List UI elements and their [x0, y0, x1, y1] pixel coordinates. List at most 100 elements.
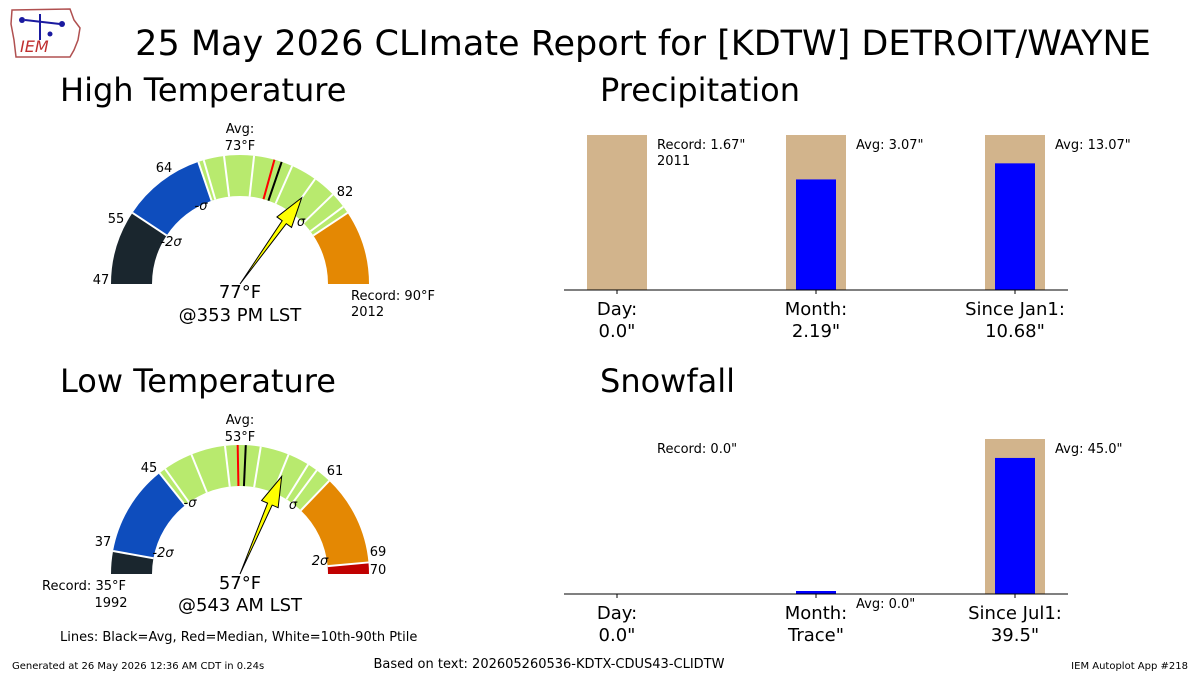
high-gauge-segment-3 — [313, 212, 369, 284]
low-gauge-avg-line — [242, 445, 247, 487]
high-sigma-m1: -σ — [195, 199, 209, 214]
low-sigma-p2: 2σ — [312, 554, 329, 569]
low-tick-70: 70 — [370, 563, 387, 578]
low-gauge-ptile-line-2 — [223, 445, 231, 487]
high-tick-55: 55 — [108, 212, 125, 227]
low-gauge-sigma-line-3 — [327, 561, 369, 568]
low-sigma-m2: -2σ — [152, 546, 174, 561]
snow-bg-label-1: Avg: 0.0" — [856, 597, 915, 612]
precip-value-0: 0.0" — [599, 321, 636, 342]
high-sigma-p1: σ — [297, 215, 306, 230]
low-gauge-ptile-line-0 — [164, 468, 190, 503]
precip-bg-sublabel-0: 2011 — [657, 154, 690, 169]
high-observed-value: 77°F — [219, 282, 261, 303]
low-sigma-m1: -σ — [184, 496, 198, 511]
high-gauge-avg-line — [267, 161, 283, 202]
snow-value-0: 0.0" — [599, 625, 636, 646]
low-tick-45: 45 — [141, 461, 158, 476]
high-temp-gauge: 47 55 64 82 -2σ -σ σ Avg: 73°F Record: 9… — [93, 122, 435, 326]
low-observed-value: 57°F — [219, 573, 261, 594]
low-gauge-needle — [239, 474, 283, 575]
lines-legend: Lines: Black=Avg, Red=Median, White=10th… — [60, 630, 417, 645]
logo-text: IEM — [20, 37, 49, 56]
snow-value-1: Trace" — [787, 625, 844, 646]
precip-obs-bar-1 — [796, 179, 836, 290]
high-gauge-sigma-line-1 — [197, 161, 213, 202]
precip-category-2: Since Jan1: — [965, 299, 1065, 320]
low-gauge-segment-1 — [113, 473, 186, 559]
high-gauge-median-line — [262, 159, 276, 200]
snow-category-2: Since Jul1: — [968, 603, 1062, 624]
precip-value-2: 10.68" — [985, 321, 1045, 342]
high-gauge-lines — [131, 155, 349, 237]
low-gauge-ptile-line-1 — [190, 454, 208, 493]
snow-bg-label-0: Record: 0.0" — [657, 442, 737, 457]
high-gauge-ptile-line-5 — [302, 193, 334, 224]
footer-generated: Generated at 26 May 2026 12:36 AM CDT in… — [12, 661, 264, 672]
low-avg-value: 53°F — [225, 430, 256, 445]
low-tick-69: 69 — [370, 545, 387, 560]
high-observed-time: @353 PM LST — [179, 305, 303, 326]
precip-bg-label-2: Avg: 13.07" — [1055, 138, 1131, 153]
snow-obs-bar-1 — [796, 591, 836, 594]
low-gauge-ptile-line-3 — [253, 446, 262, 488]
high-gauge-segment-0 — [111, 212, 167, 284]
snow-bg-label-2: Avg: 45.0" — [1055, 442, 1123, 457]
footer-based-on: Based on text: 202605260536-KDTX-CDUS43-… — [374, 657, 725, 672]
high-gauge-arcs — [111, 155, 369, 284]
precip-category-0: Day: — [597, 299, 637, 320]
precip-bg-bar-0 — [587, 135, 647, 290]
precip-heading: Precipitation — [600, 71, 800, 109]
snow-category-1: Month: — [785, 603, 847, 624]
snow-category-0: Day: — [597, 603, 637, 624]
high-record-year: 2012 — [351, 305, 384, 320]
low-tick-61: 61 — [327, 464, 344, 479]
low-temp-gauge: 37 45 61 69 70 -2σ -σ σ 2σ Avg: 53°F Rec… — [42, 413, 386, 616]
high-gauge-ptile-line-2 — [248, 155, 256, 197]
high-avg-value: 73°F — [225, 139, 256, 154]
precip-bg-label-0: Record: 1.67" — [657, 138, 745, 153]
snow-value-2: 39.5" — [991, 625, 1039, 646]
high-temp-heading: High Temperature — [60, 71, 346, 109]
low-record-year: 1992 — [94, 596, 127, 611]
high-gauge-sigma-line-2 — [312, 211, 349, 237]
low-gauge-segment-3 — [300, 480, 369, 567]
high-sigma-m2: -2σ — [160, 235, 182, 250]
precip-value-1: 2.19" — [792, 321, 840, 342]
low-avg-label: Avg: — [226, 413, 254, 428]
page-title: 25 May 2026 CLImate Report for [KDTW] DE… — [135, 24, 1151, 64]
high-tick-47: 47 — [93, 273, 110, 288]
footer-app: IEM Autoplot App #218 — [1071, 661, 1188, 672]
precip-bg-label-1: Avg: 3.07" — [856, 138, 924, 153]
low-gauge-median-line — [236, 445, 240, 487]
low-gauge-ptile-line-5 — [285, 463, 309, 500]
low-gauge-sigma-line-0 — [112, 549, 154, 560]
low-gauge-sigma-line-1 — [158, 472, 186, 506]
high-gauge-needle — [239, 196, 303, 285]
high-gauge-ptile-line-6 — [309, 205, 344, 233]
low-sigma-p1: σ — [289, 498, 298, 513]
high-gauge-ptile-line-0 — [202, 159, 217, 200]
snowfall-heading: Snowfall — [600, 362, 735, 400]
low-record-label: Record: 35°F — [42, 579, 126, 594]
high-record-label: Record: 90°F — [351, 289, 435, 304]
snow-obs-bar-2 — [995, 457, 1035, 594]
precipitation-chart: Record: 1.67"2011 Day:0.0" Avg: 3.07" Month… — [564, 135, 1131, 342]
low-gauge-sigma-line-2 — [300, 480, 330, 512]
low-gauge-ptile-line-6 — [291, 469, 318, 504]
high-avg-label: Avg: — [226, 122, 254, 137]
precip-category-1: Month: — [785, 299, 847, 320]
low-temp-heading: Low Temperature — [60, 362, 336, 400]
snowfall-chart: Record: 0.0" Day:0.0" Avg: 0.0" Month:Trace… — [564, 439, 1123, 646]
high-gauge-segment-1 — [132, 161, 212, 236]
high-tick-64: 64 — [156, 161, 173, 176]
high-gauge-ptile-line-1 — [223, 155, 231, 197]
low-tick-37: 37 — [95, 535, 112, 550]
precip-obs-bar-2 — [995, 163, 1035, 290]
high-tick-82: 82 — [337, 185, 354, 200]
iem-logo: IEM — [10, 8, 81, 58]
high-gauge-sigma-line-0 — [131, 211, 168, 237]
low-observed-time: @543 AM LST — [178, 595, 303, 616]
high-gauge-ptile-line-3 — [274, 165, 294, 204]
